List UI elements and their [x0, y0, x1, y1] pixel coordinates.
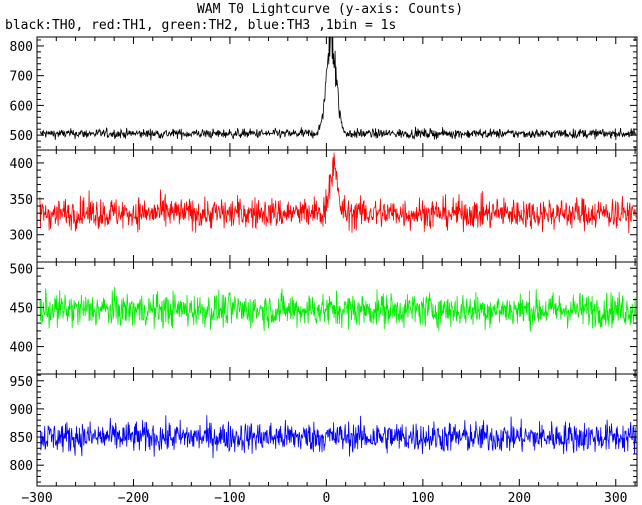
- panel-2: 400 450 500: [10, 261, 638, 375]
- y-tick-label-1: 300: [10, 229, 33, 244]
- series-line-th0: [39, 37, 637, 141]
- panel-0: 500 600 700 800: [10, 36, 638, 151]
- x-axis: −300 −200 −100 0 100 200 300: [21, 491, 627, 505]
- y-tick-label-1: 400: [10, 157, 33, 172]
- y-tick-label-0: 600: [10, 99, 33, 114]
- y-tick-label-2: 500: [10, 262, 33, 277]
- chart-subtitle: black:TH0, red:TH1, green:TH2, blue:TH3 …: [5, 18, 396, 33]
- y-tick-label-3: 950: [10, 375, 33, 390]
- panel-frame-3: [36, 373, 638, 487]
- x-tick-label: 200: [508, 491, 531, 505]
- y-tick-label-0: 500: [10, 129, 33, 144]
- panels-group: 500 600 700 800 300 350 400 400 450 500 800 850 900 9…: [10, 36, 638, 487]
- x-tick-label: 300: [604, 491, 627, 505]
- chart-title: WAM T0 Lightcurve (y-axis: Counts): [197, 2, 463, 17]
- series-line-th1: [39, 152, 637, 234]
- panel-1: 300 350 400: [10, 149, 638, 263]
- y-tick-label-3: 900: [10, 403, 33, 418]
- y-tick-label-2: 450: [10, 301, 33, 316]
- y-tick-label-0: 800: [10, 40, 33, 55]
- panel-frame-1: [36, 149, 638, 263]
- y-tick-label-1: 350: [10, 193, 33, 208]
- y-tick-label-2: 400: [10, 341, 33, 356]
- x-tick-label: −200: [118, 491, 149, 505]
- y-tick-label-3: 800: [10, 459, 33, 474]
- x-tick-label: 0: [322, 491, 330, 505]
- series-line-th3: [39, 415, 637, 459]
- x-tick-label: −100: [214, 491, 245, 505]
- x-tick-label: 100: [411, 491, 434, 505]
- y-tick-label-3: 850: [10, 431, 33, 446]
- series-line-th2: [39, 286, 637, 332]
- panel-3: 800 850 900 950: [10, 373, 638, 487]
- y-tick-label-0: 700: [10, 70, 33, 85]
- x-tick-label: −300: [21, 491, 52, 505]
